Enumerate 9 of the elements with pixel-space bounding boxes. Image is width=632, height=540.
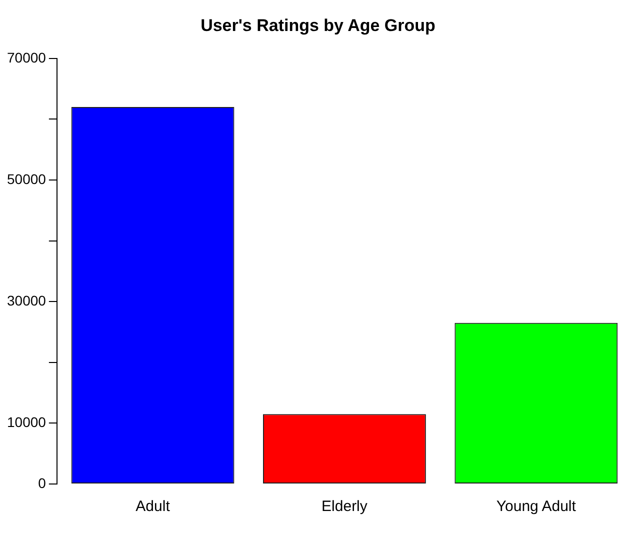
- y-tick-label: 50000: [6, 170, 46, 187]
- chart-title: User's Ratings by Age Group: [200, 16, 436, 35]
- y-tick-label: 70000: [6, 49, 46, 66]
- x-tick-label: Young Adult: [496, 498, 577, 516]
- y-tick-label: 0: [38, 474, 46, 491]
- x-tick-label: Elderly: [322, 498, 368, 516]
- y-tick-label: 30000: [6, 292, 46, 308]
- x-tick-label: Adult: [136, 498, 171, 516]
- y-tick-label: 10000: [6, 414, 46, 430]
